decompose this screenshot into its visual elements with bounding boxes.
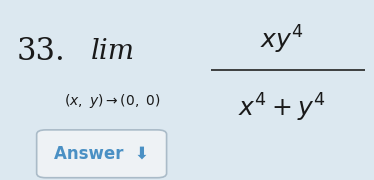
Text: $xy^4$: $xy^4$: [260, 24, 303, 57]
Text: $(x,\ y)\rightarrow(0,\ 0)$: $(x,\ y)\rightarrow(0,\ 0)$: [64, 92, 161, 110]
FancyBboxPatch shape: [37, 130, 166, 178]
Text: Answer  ⬇: Answer ⬇: [54, 145, 149, 163]
Text: $x^4 + y^4$: $x^4 + y^4$: [238, 92, 325, 124]
Text: 33.: 33.: [16, 35, 65, 67]
Text: lim: lim: [91, 37, 135, 64]
